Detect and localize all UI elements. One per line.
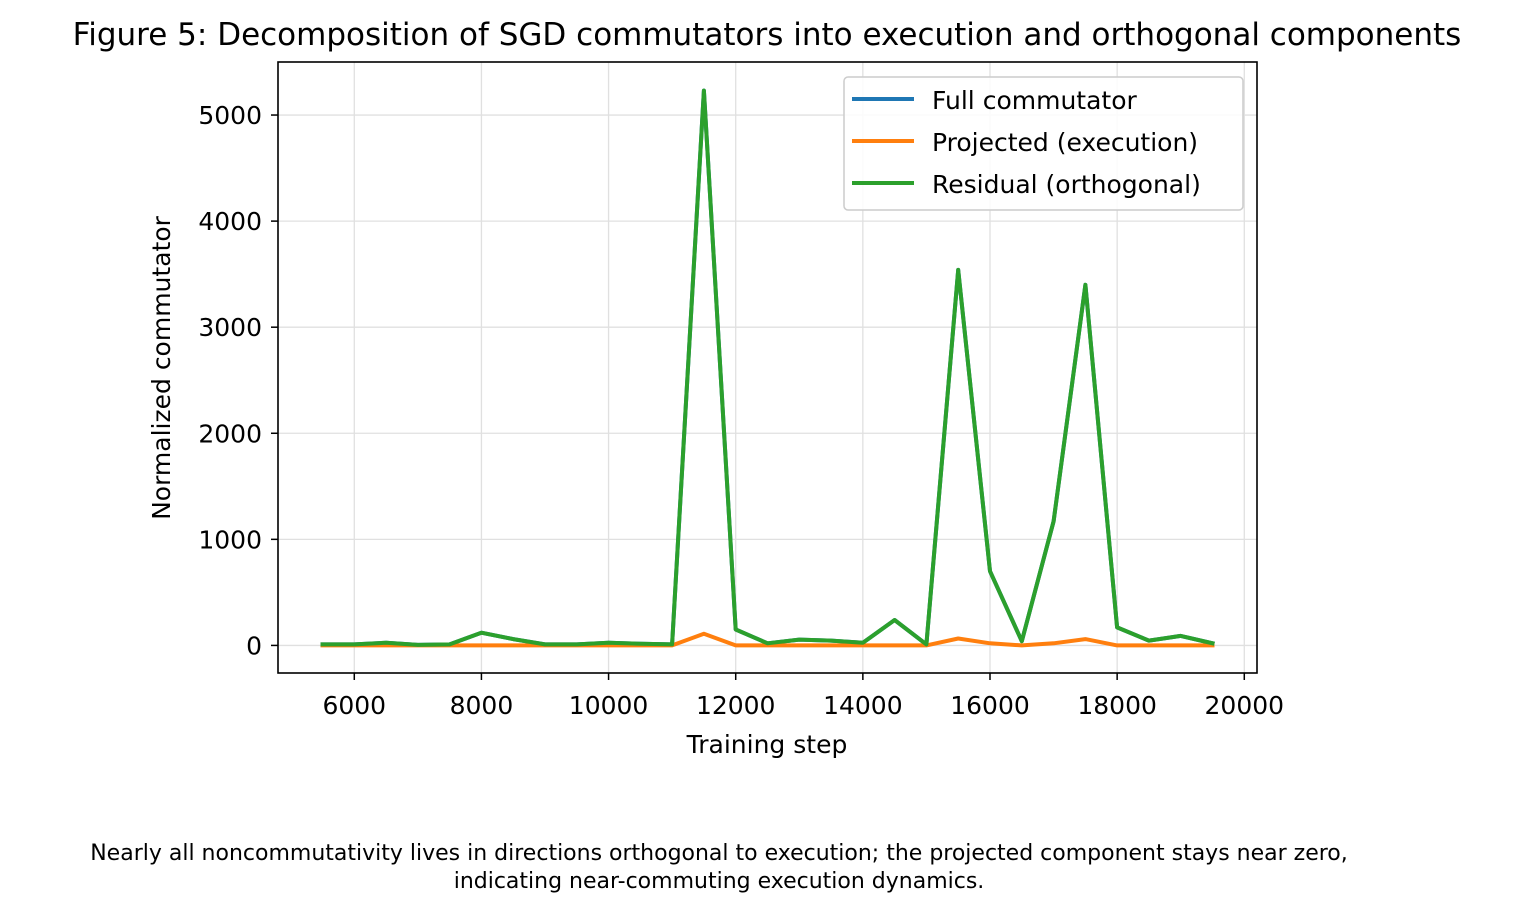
x-axis-label: Training step bbox=[686, 730, 848, 759]
legend-label-full: Full commutator bbox=[932, 86, 1138, 115]
x-tick-label: 8000 bbox=[450, 691, 514, 720]
x-tick-label: 16000 bbox=[950, 691, 1030, 720]
x-tick-label: 10000 bbox=[569, 691, 649, 720]
y-tick-label: 5000 bbox=[198, 101, 262, 130]
y-tick-label: 2000 bbox=[198, 419, 262, 448]
x-tick-label: 12000 bbox=[696, 691, 776, 720]
x-tick-label: 18000 bbox=[1077, 691, 1157, 720]
legend-box bbox=[843, 76, 1244, 211]
line-residual-orthogonal bbox=[320, 88, 1215, 647]
y-tick-label: 3000 bbox=[198, 313, 262, 342]
y-tick-label: 0 bbox=[246, 631, 262, 660]
legend-label-projected: Projected (execution) bbox=[932, 128, 1198, 157]
axis-ticks: 6000 8000 10000 12000 14000 16000 18000 20000 0 1… bbox=[198, 101, 1284, 720]
legend: Full commutator Projected (execution) Re… bbox=[843, 76, 1244, 211]
y-tick-label: 1000 bbox=[198, 525, 262, 554]
line-projected-execution bbox=[320, 631, 1215, 648]
x-tick-label: 14000 bbox=[823, 691, 903, 720]
legend-label-residual: Residual (orthogonal) bbox=[932, 170, 1201, 199]
x-tick-label: 20000 bbox=[1205, 691, 1285, 720]
x-tick-label: 6000 bbox=[322, 691, 386, 720]
series-lines bbox=[320, 88, 1215, 648]
caption-line-2: indicating near-commuting execution dyna… bbox=[453, 869, 985, 894]
plot-frame bbox=[277, 61, 1258, 674]
line-chart: Figure 5: Decomposition of SGD commutato… bbox=[73, 17, 1462, 759]
caption-line-1: Nearly all noncommutativity lives in dir… bbox=[90, 841, 1348, 866]
y-axis-label: Normalized commutator bbox=[147, 215, 176, 520]
chart-title: Figure 5: Decomposition of SGD commutato… bbox=[73, 17, 1462, 53]
y-tick-label: 4000 bbox=[198, 207, 262, 236]
